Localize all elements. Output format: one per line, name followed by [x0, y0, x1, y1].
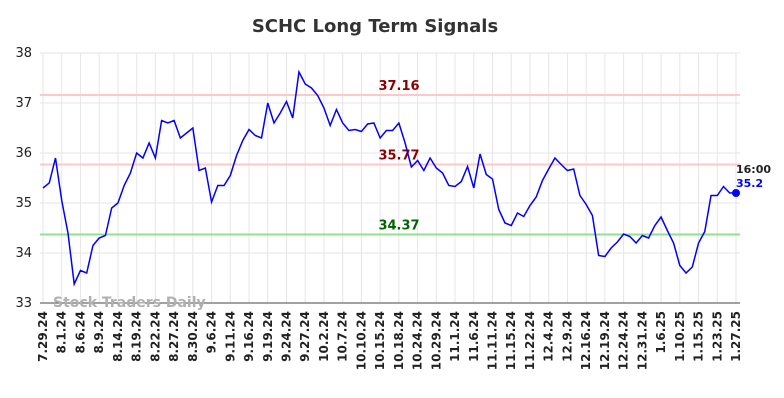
- y-tick-label: 34: [15, 246, 32, 261]
- x-tick-label: 12.4.24: [542, 311, 556, 362]
- series-line: [42, 69, 736, 287]
- x-tick-label: 10.15.24: [373, 311, 387, 370]
- x-tick-label: 10.10.24: [354, 311, 368, 370]
- y-tick-label: 35: [15, 196, 32, 211]
- x-tick-label: 8.19.24: [130, 311, 144, 362]
- x-tick-label: 8.6.24: [73, 311, 87, 354]
- signal-label: 34.37: [378, 219, 419, 234]
- x-tick-label: 1.6.25: [654, 311, 668, 354]
- x-tick-label: 11.1.24: [448, 311, 462, 362]
- y-tick-label: 33: [15, 296, 32, 311]
- x-tick-label: 10.7.24: [336, 311, 350, 362]
- y-tick-label: 36: [15, 146, 32, 161]
- watermark: Stock Traders Daily: [53, 295, 206, 311]
- y-tick-label: 37: [15, 96, 32, 111]
- x-tick-label: 9.16.24: [242, 311, 256, 362]
- x-tick-label: 11.15.24: [504, 311, 518, 370]
- x-tick-label: 1.27.25: [729, 311, 743, 362]
- x-tick-label: 8.1.24: [55, 311, 69, 354]
- x-tick-label: 1.10.25: [673, 311, 687, 362]
- x-tick-label: 12.31.24: [635, 311, 649, 370]
- x-tick-label: 8.30.24: [186, 311, 200, 362]
- x-tick-label: 8.14.24: [111, 311, 125, 362]
- x-tick-label: 12.16.24: [579, 311, 593, 370]
- x-tick-label: 8.9.24: [92, 311, 106, 354]
- x-tick-label: 10.24.24: [411, 311, 425, 370]
- last-value: 35.2: [736, 177, 763, 190]
- last-point: [732, 189, 740, 197]
- x-tick-label: 11.22.24: [523, 311, 537, 370]
- x-tick-label: 12.19.24: [598, 311, 612, 370]
- x-tick-label: 8.22.24: [148, 311, 162, 362]
- signal-label: 35.77: [378, 149, 419, 164]
- x-tick-label: 7.29.24: [36, 311, 50, 362]
- x-tick-label: 10.29.24: [429, 311, 443, 370]
- x-tick-label: 12.9.24: [560, 311, 574, 362]
- x-tick-label: 12.24.24: [617, 311, 631, 370]
- x-tick-label: 11.6.24: [467, 311, 481, 362]
- x-tick-label: 9.6.24: [205, 311, 219, 354]
- x-tick-label: 8.27.24: [167, 311, 181, 362]
- x-tick-label: 10.18.24: [392, 311, 406, 370]
- x-tick-label: 9.24.24: [279, 311, 293, 362]
- chart-title: SCHC Long Term Signals: [252, 16, 498, 37]
- signal-label: 37.16: [378, 79, 419, 94]
- x-tick-label: 9.19.24: [261, 311, 275, 362]
- x-tick-label: 1.15.25: [692, 311, 706, 362]
- y-tick-label: 38: [15, 46, 32, 61]
- x-tick-label: 9.11.24: [223, 311, 237, 362]
- last-time: 16:00: [736, 163, 771, 176]
- x-tick-label: 9.27.24: [298, 311, 312, 362]
- x-tick-label: 11.11.24: [486, 311, 500, 370]
- x-tick-label: 1.23.25: [710, 311, 724, 362]
- x-tick-label: 10.2.24: [317, 311, 331, 362]
